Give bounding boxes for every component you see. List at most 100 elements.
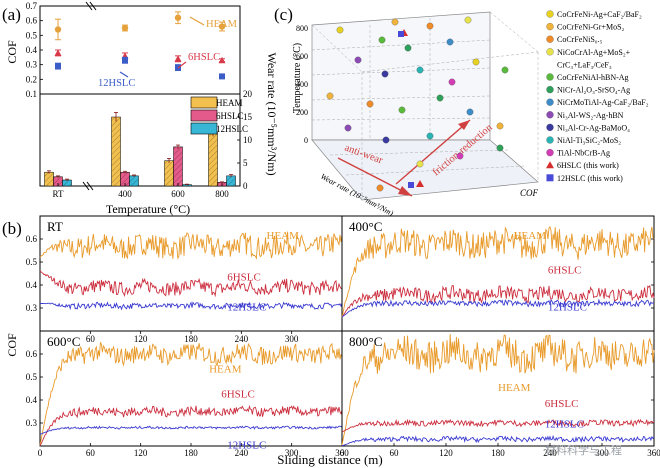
panel-c-legend-item: CoCrFeNiAl-hBN-Ag	[557, 73, 629, 82]
panel-a-legend: HEAM 6HSLC 12HSLC	[190, 96, 248, 135]
cof-trace-panel: 0.3 0.4 0.5 0.6 RT HEAM 6HSLC 12HSLC	[26, 215, 343, 332]
ann-12hslc: 12HSLC	[98, 78, 135, 89]
ann-6hslc: 6HSLC	[188, 52, 220, 63]
panel-c-3d-box	[311, 11, 539, 201]
panel-c-point-12hslc	[408, 182, 414, 188]
cof-trace-line	[342, 434, 655, 446]
cof-trace-ytick: 0.4	[26, 395, 38, 405]
panel-a-wear-ylabel: Wear rate (10⁻⁵mm³/Nm)	[265, 52, 279, 175]
panel-c-point	[382, 136, 390, 144]
panel-c-point	[426, 132, 434, 140]
cof-trace-xtick: 60	[86, 448, 96, 458]
legend-marker	[546, 35, 554, 43]
wear-ytick-label: 5	[243, 158, 248, 168]
cof-point-heam	[218, 23, 226, 30]
panel-a-xlabel: Temperature (°C)	[106, 202, 190, 216]
ann-12hslc-arrow	[119, 71, 129, 78]
panel-c-legend-item: Ni₃Al-WS₂-Ag-hBN	[557, 111, 624, 120]
panel-c-point	[378, 36, 386, 44]
cof-trace-xtick: 180	[184, 448, 198, 458]
cof-trace-xtick: 0	[340, 448, 345, 458]
cof-trace-xtick: 120	[134, 448, 148, 458]
legend-marker	[546, 123, 554, 132]
cof-trace-series-label: 6HSLC	[545, 398, 579, 410]
wear-xtick-label: 800	[215, 189, 229, 199]
wear-ytick-label: 20	[243, 89, 253, 99]
cof-trace-line	[39, 231, 343, 261]
cof-trace-xtick: 360	[647, 448, 660, 458]
ann-heam-arrow	[189, 16, 205, 26]
cof-point-12hslc	[55, 63, 61, 70]
cof-trace-xtick-top: 300	[285, 334, 299, 344]
cof-trace-xtick: 60	[390, 448, 400, 458]
panel-c-point	[344, 124, 352, 132]
cof-ytick-label: 0.6	[26, 16, 38, 26]
cof-trace-frame	[341, 215, 655, 332]
cof-trace-xtick-top: 240	[235, 334, 249, 344]
legend-marker	[546, 136, 554, 144]
legend-marker	[546, 174, 554, 182]
panel-c-point	[496, 122, 504, 130]
cof-trace-xtick: 300	[595, 448, 609, 458]
panel-c-legend-item: CrC₃+LaF₃/CeF₃	[557, 60, 612, 69]
cof-trace-ytick: 0.3	[26, 418, 38, 428]
panel-c-point	[448, 78, 456, 86]
cof-trace-xtick: 360	[335, 448, 349, 458]
legend-12hslc: 12HSLC	[216, 124, 248, 134]
cof-ytick-label: 0.7	[26, 1, 38, 11]
wear-ytick-label: 10	[243, 135, 253, 145]
cof-ytick-label: 0.2	[26, 74, 37, 84]
wear-bar	[173, 146, 183, 187]
cof-trace-series-label: 12HSLC	[227, 301, 266, 313]
cof-trace-series-label: 12HSLC	[545, 419, 584, 431]
legend-marker	[546, 111, 554, 119]
cof-point-12hslc	[219, 73, 225, 80]
cof-trace-line	[39, 404, 343, 446]
cof-trace-panel: 400°C HEAM 6HSLC 12HSLC	[341, 215, 655, 332]
panel-c-point	[391, 18, 399, 26]
panel-c-ylabel: COF	[520, 188, 539, 198]
panel-c-legend-item: NiCr-Al₂O₃-SrSO₄-Ag	[557, 86, 630, 95]
cof-trace-ytick: 0.5	[26, 257, 38, 267]
panel-c-ztick-label: 800	[296, 24, 308, 33]
cof-trace-ytick: 0.3	[26, 303, 38, 313]
cof-trace-xtick: 120	[439, 448, 453, 458]
panel-c-point	[326, 92, 334, 100]
legend-marker	[546, 22, 554, 31]
legend-marker	[546, 148, 554, 157]
panel-c-point	[381, 70, 389, 78]
wear-xtick-label: 400	[118, 189, 132, 199]
watermark: 材料科学与工程	[545, 443, 622, 457]
cof-trace-title: 800°C	[349, 334, 382, 349]
cof-trace-series-label: 6HSLC	[548, 265, 582, 277]
cof-trace-series-label: 12HSLC	[227, 439, 266, 451]
panel-c-point	[501, 66, 509, 74]
cof-trace-line	[341, 334, 655, 446]
panel-c-point	[336, 26, 344, 34]
panel-c-arrows	[337, 119, 471, 197]
panel-c-ztick-label: 0	[304, 136, 308, 145]
ann-heam: HEAM	[206, 19, 238, 30]
legend-marker	[546, 161, 554, 169]
cof-trace-series-label: HEAM	[209, 363, 242, 375]
wear-ytick-label: 0	[243, 181, 248, 191]
panel-c-point	[416, 160, 424, 168]
wear-xtick-label: 600	[171, 189, 185, 199]
panel-c-legend-item: CoCrFeNiS₀.₅	[557, 35, 603, 44]
panel-c-point	[446, 38, 454, 46]
panel-c-legend-item: NiCrMoTiAl-Ag-CaF₂/BaF₂	[557, 98, 649, 107]
panel-c-legend-item: NiAl-Ti₃SiC₂-MoS₂	[557, 136, 621, 145]
legend-marker	[546, 48, 554, 56]
panel-c-point	[366, 100, 374, 108]
cof-trace-series-label: 6HSLC	[221, 389, 255, 401]
cof-ytick-label: 0.1	[26, 89, 37, 99]
legend-heam: HEAM	[216, 98, 243, 108]
panel-c-point	[472, 58, 480, 66]
cof-trace-xtick-top: 120	[134, 334, 148, 344]
cof-point-6hslc	[174, 55, 182, 62]
panel-c-legend-item: NiCoCrAl-Ag+MoS₂+	[557, 48, 631, 57]
cof-ytick-label: 0.3	[26, 60, 38, 70]
cof-trace-xtick: 180	[491, 448, 505, 458]
cof-trace-panel: 0 60 120 180 240 300 360 800°C HEAM 6HSLC 12HSLC	[340, 330, 660, 458]
cof-trace-ytick: 0.6	[26, 349, 38, 359]
